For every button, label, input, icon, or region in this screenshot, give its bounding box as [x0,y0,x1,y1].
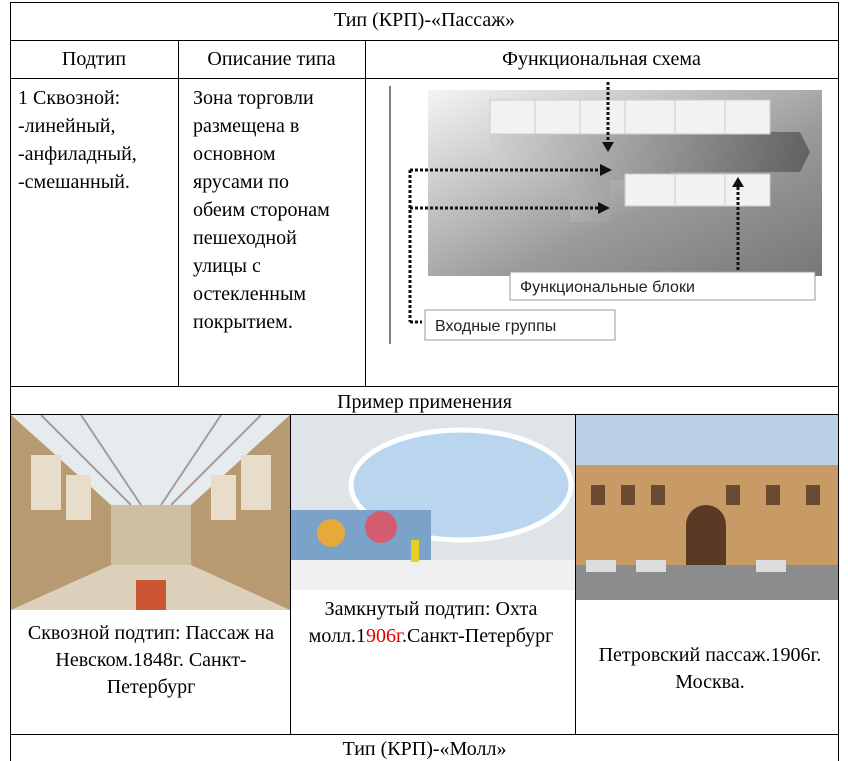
rule [290,414,291,734]
caption-highlight: 906г [366,625,402,647]
subtype: 1 Сквозной: -линейный, -анфиладный, -сме… [18,84,178,196]
rule [838,2,839,761]
rule [10,40,839,41]
caption: Замкнутый подтип: Охта молл.1906г.Санкт-… [300,596,562,650]
subtype-line: 1 Сквозной: [18,87,121,109]
header: Подтип [61,48,127,70]
rule [10,386,839,387]
diagram-label: Функциональные блоки [520,279,695,296]
title: Тип (КРП)-«Пассаж» [333,9,516,31]
caption: Сквозной подтип: Пассаж на Невском.1848г… [27,622,275,698]
rule [575,414,576,734]
subtype-line: -линейный, [18,115,116,137]
next-title: Тип (КРП)-«Молл» [342,738,507,760]
description: Зона торговли размещена в основном яруса… [193,87,330,333]
caption-part: Замкнутый подтип: Охта молл.1 [308,598,538,647]
rule [178,40,179,386]
header: Описание типа [207,48,336,70]
section-title: Пример применения [337,391,512,413]
caption: Петровский пассаж.1906г. Москва. [598,644,822,693]
caption-part: .Санкт-Петербург [401,625,554,647]
rule [10,2,839,3]
rule [10,78,839,79]
photo [11,415,290,610]
rule [365,40,366,386]
subtype-line: -смешанный. [18,171,130,193]
diagram: Функциональные блоки Входные группы [389,82,822,344]
photo [576,415,838,600]
rule [10,414,839,415]
rule [10,2,11,761]
subtype-line: -анфиладный, [18,143,137,165]
header: Функциональная схема [502,48,701,70]
diagram-label: Входные группы [435,318,556,335]
photo [291,415,575,590]
rule [10,734,839,735]
